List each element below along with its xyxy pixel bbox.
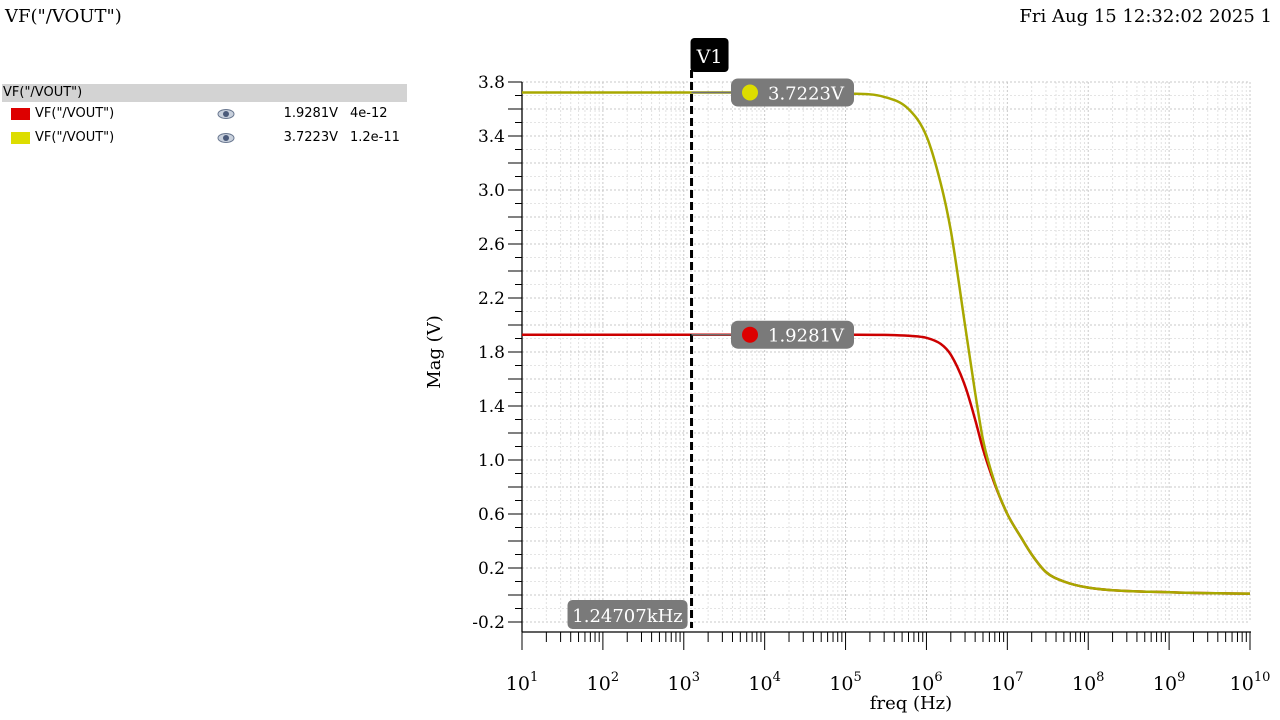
eye-icon[interactable]	[216, 131, 236, 145]
legend-swatch	[11, 108, 30, 120]
y-tick-label: 3.0	[478, 181, 505, 201]
x-tick-label: 103	[668, 670, 700, 695]
eye-icon[interactable]	[216, 107, 236, 121]
marker-label: 1.9281V	[768, 326, 845, 347]
legend-swatch	[11, 132, 30, 144]
x-tick-label: 106	[910, 670, 942, 695]
x-tick-label: 105	[829, 670, 861, 695]
window-title: VF("/VOUT")	[5, 6, 122, 27]
timestamp: Fri Aug 15 12:32:02 2025 1	[1019, 6, 1272, 27]
y-tick-label: 0.6	[478, 505, 505, 525]
y-axis-label: Mag (V)	[424, 315, 445, 388]
cursor-tag[interactable]	[690, 38, 729, 72]
x-tick-label: 108	[1072, 670, 1104, 695]
y-tick-label: 3.4	[478, 127, 505, 147]
x-tick-label: 102	[587, 670, 619, 695]
y-tick-label: 1.4	[478, 397, 505, 417]
legend-header[interactable]: VF("/VOUT")	[2, 84, 407, 102]
x-tick-label: 104	[748, 670, 780, 695]
y-tick-label: 1.0	[478, 451, 505, 471]
marker-box[interactable]	[731, 78, 854, 107]
cursor-x-readout-label: 1.24707kHz	[572, 606, 683, 627]
legend-label: VF("/VOUT")	[35, 106, 115, 121]
x-tick-label: 101	[506, 670, 538, 695]
x-tick-label: 1010	[1230, 670, 1271, 695]
y-tick-label: 3.8	[478, 73, 505, 93]
y-tick-label: 2.2	[478, 289, 505, 309]
legend-label: VF("/VOUT")	[35, 130, 115, 145]
marker-dot	[741, 83, 759, 102]
legend-panel: VF("/VOUT") VF("/VOUT") 1.9281V 4e-12 VF…	[2, 84, 407, 150]
y-tick-label: -0.2	[472, 613, 505, 633]
legend-item[interactable]: VF("/VOUT") 3.7223V 1.2e-11	[2, 126, 407, 150]
marker-label: 3.7223V	[768, 83, 845, 104]
y-tick-label: 1.8	[478, 343, 505, 363]
cursor-x-readout	[567, 600, 688, 629]
x-axis-label: freq (Hz)	[870, 693, 952, 714]
cursor-tag-label: V1	[696, 46, 723, 68]
legend-delta: 1.2e-11	[350, 130, 400, 145]
legend-value: 3.7223V	[283, 130, 338, 145]
legend-value: 1.9281V	[283, 106, 338, 121]
x-tick-label: 109	[1153, 670, 1185, 695]
legend-item[interactable]: VF("/VOUT") 1.9281V 4e-12	[2, 102, 407, 126]
marker-box[interactable]	[731, 320, 854, 349]
legend-delta: 4e-12	[350, 106, 388, 121]
y-tick-label: 2.6	[478, 235, 505, 255]
series-line-1[interactable]	[521, 91, 1251, 595]
marker-dot	[741, 325, 759, 344]
y-tick-label: 0.2	[478, 559, 505, 579]
x-tick-label: 107	[991, 670, 1023, 695]
